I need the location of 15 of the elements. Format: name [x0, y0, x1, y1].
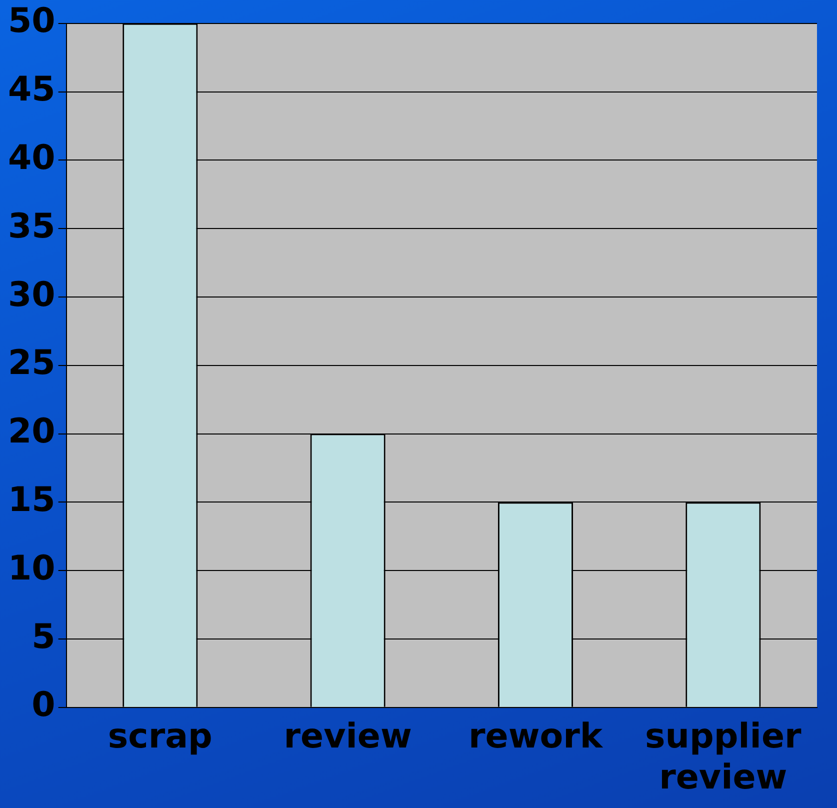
y-tick-label: 35 [8, 206, 56, 246]
y-tick-label: 5 [32, 616, 56, 657]
y-tick-label: 10 [8, 548, 56, 588]
y-tick-label: 30 [8, 274, 56, 315]
x-tick-label: scrap [108, 716, 212, 757]
x-tick-label: supplier review [645, 716, 802, 798]
y-tick-label: 0 [32, 685, 56, 726]
x-tick-label: rework [468, 716, 604, 757]
y-tick-label: 50 [8, 1, 56, 42]
y-tick-label: 40 [8, 138, 56, 178]
x-tick-label: review [284, 716, 412, 757]
y-tick-label: 25 [8, 343, 56, 384]
y-tick-label: 45 [8, 70, 56, 110]
y-tick-label: 20 [8, 412, 56, 452]
y-tick-label: 15 [8, 480, 56, 520]
